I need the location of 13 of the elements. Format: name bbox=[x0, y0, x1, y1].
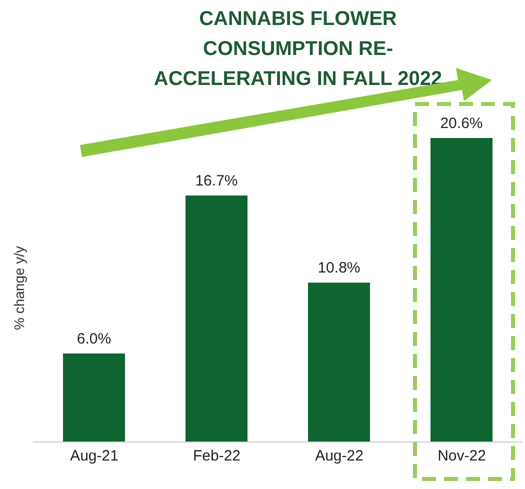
chart-title: CANNABIS FLOWER CONSUMPTION RE-ACCELERATING IN FALL 2022 bbox=[152, 7, 444, 92]
x-tick-label: Feb-22 bbox=[192, 448, 241, 465]
x-tick-label: Aug-22 bbox=[315, 448, 364, 465]
x-tick-label: Nov-22 bbox=[438, 448, 486, 465]
bar bbox=[63, 353, 125, 442]
bar bbox=[186, 196, 248, 442]
data-label: 10.8% bbox=[318, 260, 360, 277]
x-tick-label: Aug-21 bbox=[70, 448, 118, 465]
data-label: 20.6% bbox=[440, 115, 483, 132]
y-axis-title: % change y/y bbox=[10, 246, 27, 330]
data-label: 16.7% bbox=[195, 172, 238, 190]
bar bbox=[308, 282, 370, 442]
data-label: 6.0% bbox=[76, 330, 112, 348]
